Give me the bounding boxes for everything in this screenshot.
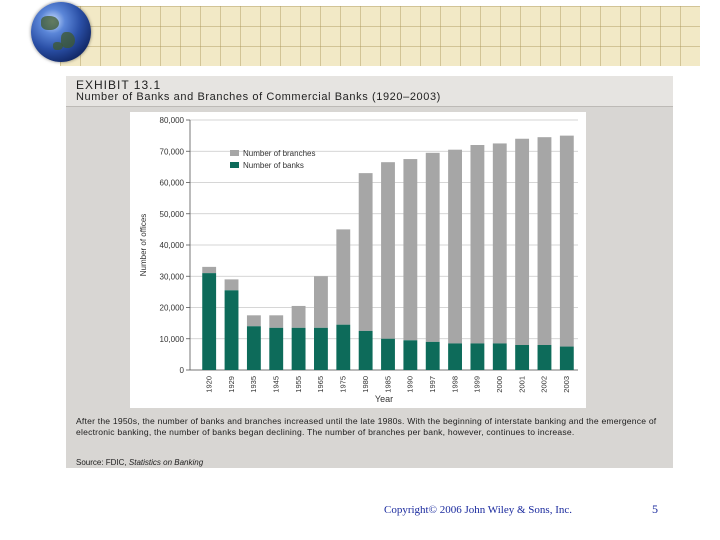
bar-branches: [448, 149, 462, 344]
x-tick-label: 1945: [271, 376, 280, 393]
y-tick-label: 50,000: [160, 210, 185, 219]
x-tick-label: 2002: [540, 376, 549, 393]
bar-branches: [291, 305, 306, 328]
y-tick-label: 30,000: [160, 272, 185, 281]
bar-banks: [246, 326, 261, 370]
x-tick-label: 2003: [562, 376, 571, 393]
bar-branches: [224, 279, 239, 291]
x-tick-label: 1929: [227, 376, 236, 393]
bar-branches: [246, 315, 261, 327]
bar-branches: [269, 315, 284, 328]
exhibit-header: EXHIBIT 13.1 Number of Banks and Branche…: [66, 76, 673, 107]
y-tick-label: 60,000: [160, 179, 185, 188]
bar-banks: [291, 327, 306, 370]
bar-banks: [358, 330, 373, 370]
bar-banks: [403, 340, 418, 370]
bar-banks: [515, 345, 530, 370]
x-tick-label: 1980: [361, 376, 370, 393]
y-tick-label: 80,000: [160, 116, 185, 125]
exhibit-title: Number of Banks and Branches of Commerci…: [76, 91, 441, 103]
x-tick-label: 1920: [204, 376, 213, 393]
exhibit-panel: EXHIBIT 13.1 Number of Banks and Branche…: [66, 76, 673, 468]
bar-banks: [381, 338, 395, 370]
y-tick-label: 0: [180, 366, 185, 375]
bar-banks: [559, 346, 574, 370]
bar-branches: [492, 143, 507, 344]
bar-branches: [470, 145, 485, 344]
exhibit-caption: After the 1950s, the number of banks and…: [76, 416, 657, 437]
source-prefix: Source: FDIC,: [76, 458, 129, 467]
bar-banks: [537, 345, 552, 370]
y-tick-label: 70,000: [160, 147, 185, 156]
bar-branches: [537, 137, 552, 345]
bar-banks: [224, 290, 239, 370]
page-number: 5: [652, 502, 658, 516]
x-tick-label: 1975: [339, 376, 348, 393]
bar-branches: [515, 138, 530, 345]
bar-branches: [381, 162, 395, 339]
bar-branches: [403, 159, 418, 341]
exhibit-label: EXHIBIT 13.1: [76, 78, 162, 92]
bar-banks: [336, 324, 351, 370]
bar-banks: [470, 343, 485, 370]
legend-label-banks: Number of banks: [243, 161, 304, 170]
x-tick-label: 1990: [406, 376, 415, 393]
bar-branches: [202, 266, 217, 274]
legend-label-branches: Number of branches: [243, 149, 315, 158]
bar-chart: 0 10,000 20,000 30,000 40,000 50,000 60,000 70,…: [139, 116, 578, 404]
x-tick-label: 1955: [294, 376, 303, 393]
source-title: Statistics on Banking: [128, 458, 204, 467]
bar-branches: [336, 229, 351, 325]
y-tick-label: 20,000: [160, 304, 185, 313]
bar-branches: [358, 173, 373, 331]
x-tick-label: 2000: [495, 376, 504, 393]
copyright-footer: Copyright© 2006 John Wiley & Sons, Inc.: [384, 504, 572, 516]
x-axis-label: Year: [375, 394, 393, 404]
bar-banks: [202, 273, 217, 370]
bar-banks: [448, 343, 462, 370]
x-tick-label: 1998: [450, 376, 459, 393]
exhibit-source: Source: FDIC, Statistics on Banking: [76, 458, 203, 467]
bar-banks: [314, 327, 328, 370]
map-banner: [60, 6, 700, 66]
bar-branches: [314, 276, 328, 328]
bar-banks: [492, 343, 507, 370]
bar-branches: [559, 135, 574, 347]
x-tick-label: 1985: [383, 376, 392, 393]
y-axis-label: Number of offices: [139, 214, 148, 277]
x-tick-label: 1935: [249, 376, 258, 393]
globe-logo-icon: [31, 2, 91, 62]
x-tick-label: 2001: [517, 376, 526, 393]
x-tick-label: 1997: [428, 376, 437, 393]
bar-branches: [425, 152, 440, 342]
legend-swatch-banks: [230, 162, 239, 168]
bar-banks: [425, 341, 440, 370]
y-tick-label: 40,000: [160, 241, 185, 250]
legend-swatch-branches: [230, 150, 239, 156]
chart-panel: 0 10,000 20,000 30,000 40,000 50,000 60,000 70,…: [130, 112, 586, 408]
y-tick-label: 10,000: [160, 335, 185, 344]
x-tick-label: 1965: [316, 376, 325, 393]
x-tick-label: 1999: [473, 376, 482, 393]
bar-banks: [269, 327, 284, 370]
